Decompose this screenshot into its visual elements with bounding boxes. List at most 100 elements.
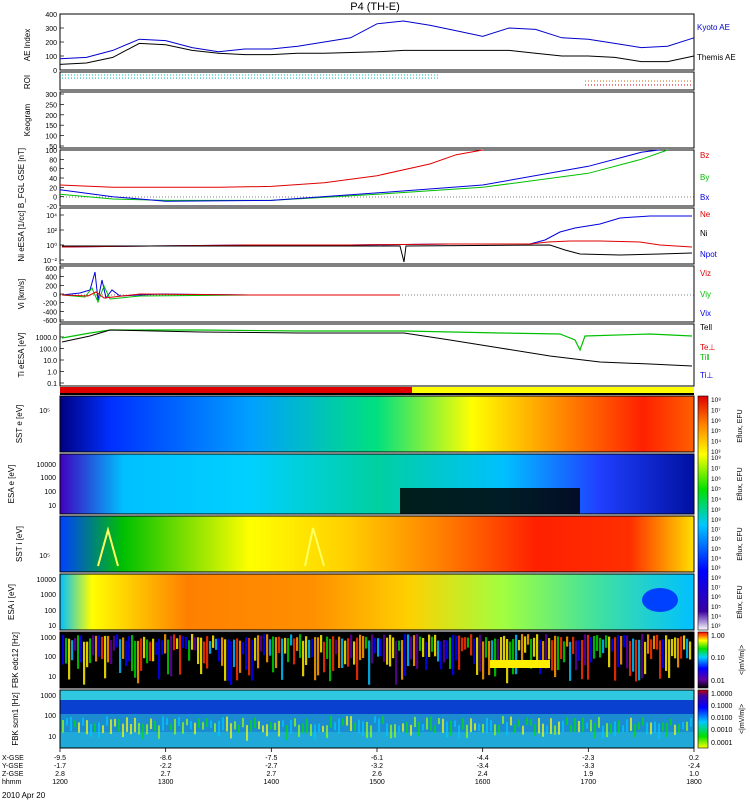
x-tick-x: -8.6	[160, 755, 172, 762]
cb-eflux-tick: 10⁸	[711, 455, 721, 462]
fbk-scm-stripe	[482, 723, 484, 733]
sst-i-injection-1	[97, 526, 119, 567]
fbk-edc-stripe	[212, 635, 215, 648]
esa-i-ytick-3: 10	[48, 623, 56, 630]
fbk-edc-stripe	[311, 639, 314, 658]
fbk-edc-stripe	[227, 639, 230, 682]
fbk-scm-stripe	[346, 716, 348, 726]
date-label: 2010 Apr 20	[2, 791, 46, 800]
legend-kyoto: Kyoto AE	[697, 23, 730, 32]
fbk-edc-stripe	[380, 638, 383, 657]
esa-e-ytick-3: 10	[48, 503, 56, 510]
temperature-ticks: 1000.0 100.0 10.0 1.0 0.1	[36, 335, 64, 388]
fbk-scm-stripe	[390, 724, 392, 739]
temperature-ytick-1: 100.0	[39, 347, 57, 354]
fbk-scm-stripe	[658, 723, 660, 740]
fbk-scm-stripe	[666, 722, 668, 738]
fbk-scm-mid-band	[60, 700, 694, 714]
density-ytick-3: 10⁻²	[43, 258, 57, 265]
fbk-scm-stripe	[262, 725, 264, 733]
sst-i-spectrogram	[60, 516, 694, 572]
bfield-ylabel: B_FGL GSE [nT]	[17, 148, 26, 208]
fbk-scm-stripe	[546, 725, 548, 735]
fbk-edc-stripe	[608, 636, 611, 668]
fbk-edc-stripe	[476, 637, 479, 675]
cb-eflux-tick: 10⁴	[711, 439, 721, 446]
fbk-scm-stripe	[330, 716, 332, 728]
fbk-edc-stripe	[353, 641, 356, 665]
x-tick-z: 2.8	[55, 771, 65, 778]
sst-i-injection-2	[304, 527, 325, 567]
x-tick-hhmm: 1500	[369, 779, 385, 786]
fbk-edc-stripe	[113, 635, 116, 651]
cb-eflux-tick: 10³	[711, 507, 721, 514]
keogram-ytick-3: 150	[45, 123, 57, 130]
cb-fbk-scm-tick-4: 0.0001	[711, 740, 733, 747]
fbk-edc-stripe	[428, 634, 431, 657]
fbk-edc-stripe	[524, 636, 527, 653]
cb-fbk-scm-label: <|mV/m|>	[739, 704, 746, 734]
fbk-edc-stripe	[590, 637, 593, 663]
esa-e-panel: 10000 1000 100 10 ESA e [eV]	[7, 453, 695, 515]
fbk-edc-stripe	[674, 637, 677, 659]
density-frame	[59, 207, 695, 265]
bz-line	[59, 149, 483, 188]
fbk-edc-stripe	[629, 640, 632, 676]
fbk-edc-stripe	[398, 640, 401, 651]
ae-panel: 400 300 200 100 0 AE Index Kyoto AE Themis A…	[23, 12, 736, 75]
fbk-edc-stripe	[617, 635, 620, 668]
fbk-edc-stripe	[269, 639, 272, 656]
esa-e-ytick-1: 1000	[40, 475, 56, 482]
cb-fbk-edc-tick-1: 0.10	[711, 655, 725, 662]
fbk-scm-stripe	[598, 717, 600, 728]
fbk-edc-stripe	[314, 637, 317, 681]
fbk-edc-stripe	[410, 636, 413, 660]
esa-i-ytick-1: 1000	[40, 592, 56, 599]
bx-line	[59, 149, 659, 202]
keogram-ticks: 300 250 200 150 100 50	[45, 92, 64, 151]
fbk-edc-stripe	[98, 635, 101, 657]
cb-eflux-tick: 10⁸	[711, 575, 721, 582]
cb-fbk-edc-label: <|mV/m|>	[739, 645, 746, 675]
cb-eflux-tick: 10⁸	[711, 517, 721, 524]
fbk-edc-stripe	[215, 638, 218, 650]
fbk-scm-stripe	[98, 722, 100, 739]
fbk-edc-stripe	[89, 638, 92, 664]
tell-line	[61, 329, 693, 367]
fbk-scm-stripe	[94, 723, 96, 733]
fbk-edc-stripe	[71, 640, 74, 661]
fbk-edc-stripe	[656, 634, 659, 650]
esa-i-spectrogram	[60, 574, 694, 630]
fbk-edc-stripe	[146, 639, 149, 664]
fbk-scm-stripe	[206, 718, 208, 727]
fbk-edc-stripe	[320, 635, 323, 653]
fbk-scm-stripe	[254, 717, 256, 729]
fbk-scm-stripe	[498, 724, 500, 734]
fbk-edc-stripe	[287, 638, 290, 663]
fbk-edc-stripe	[230, 641, 233, 685]
fbk-edc-stripe	[680, 636, 683, 659]
fbk-edc-stripe	[119, 639, 122, 674]
fbk-scm-stripe	[550, 718, 552, 735]
mode-bar	[60, 387, 694, 395]
fbk-edc-stripe	[551, 640, 554, 671]
fbk-scm-stripe	[318, 723, 320, 732]
fbk-edc-stripe	[518, 639, 521, 651]
fbk-edc-stripe	[422, 637, 425, 657]
ne-line	[61, 240, 693, 248]
x-tick-hhmm: 1600	[475, 779, 491, 786]
temperature-ylabel: Ti eESA [eV]	[17, 332, 26, 377]
fbk-edc-stripe	[266, 634, 269, 663]
fbk-edc-stripe	[413, 635, 416, 666]
fbk-edc-stripe	[278, 636, 281, 653]
fbk-edc-stripe	[464, 637, 467, 650]
fbk-edc-stripe	[473, 638, 476, 664]
legend-tell: Tell	[700, 323, 712, 332]
esa-e-spectrogram	[60, 454, 694, 514]
fbk-edc-stripe	[647, 634, 650, 654]
mode-bar-red	[60, 387, 412, 393]
fbk-edc-stripe	[470, 634, 473, 656]
fbk-scm-stripe	[130, 723, 132, 735]
cb-eflux-tick: 10⁴	[711, 555, 721, 562]
fbk-edc-stripe	[434, 634, 437, 657]
